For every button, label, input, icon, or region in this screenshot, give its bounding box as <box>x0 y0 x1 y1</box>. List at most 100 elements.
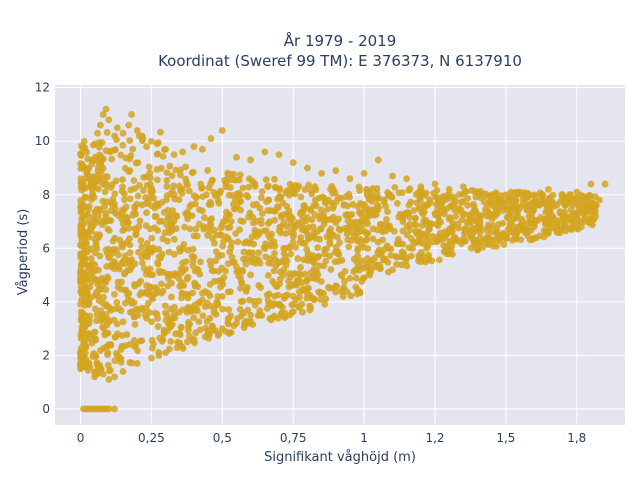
data-point <box>96 347 104 354</box>
data-point <box>161 302 169 310</box>
data-point <box>407 252 415 260</box>
data-point <box>303 290 311 298</box>
data-point <box>132 230 140 238</box>
data-point <box>288 308 296 316</box>
data-point <box>148 318 155 326</box>
data-point <box>171 195 179 203</box>
data-point <box>289 215 296 223</box>
data-point <box>461 229 468 237</box>
data-point <box>111 190 119 198</box>
data-point <box>265 290 273 298</box>
data-point <box>109 249 117 257</box>
data-point <box>144 299 152 307</box>
data-point <box>158 337 166 345</box>
data-point <box>181 223 188 231</box>
data-point <box>134 192 142 200</box>
data-point <box>556 209 564 217</box>
data-point <box>311 211 319 219</box>
data-point <box>212 248 220 256</box>
data-point <box>127 152 135 159</box>
data-point <box>169 207 177 214</box>
data-point <box>77 250 85 258</box>
data-point <box>399 227 407 235</box>
data-point <box>185 187 193 195</box>
data-point <box>205 201 213 208</box>
data-point <box>570 219 578 227</box>
data-point <box>125 168 133 175</box>
data-point <box>80 202 87 210</box>
data-point <box>464 195 472 202</box>
data-point <box>131 225 139 233</box>
data-point <box>455 204 462 212</box>
x-tick-label: 0,25 <box>138 431 165 445</box>
data-point <box>583 196 591 203</box>
data-point <box>85 319 93 327</box>
data-point <box>134 306 142 313</box>
data-point <box>133 360 141 367</box>
data-point <box>256 204 264 212</box>
data-point <box>179 148 187 156</box>
data-point <box>373 185 381 192</box>
data-point <box>151 284 159 291</box>
data-point <box>95 297 103 305</box>
data-point <box>401 209 409 217</box>
data-point <box>383 215 390 223</box>
data-point <box>142 193 149 201</box>
data-point <box>587 202 595 209</box>
data-point <box>124 267 132 274</box>
data-point <box>251 226 259 234</box>
data-point <box>140 173 148 181</box>
data-point <box>389 172 396 180</box>
data-point <box>317 278 325 285</box>
data-point <box>217 224 225 232</box>
data-point <box>151 213 159 220</box>
data-point <box>337 194 345 202</box>
data-point <box>349 228 356 236</box>
data-point <box>375 194 383 202</box>
data-point <box>166 162 174 170</box>
data-point <box>286 244 294 252</box>
data-point <box>191 267 199 275</box>
data-point <box>380 198 388 206</box>
data-point <box>355 183 363 191</box>
data-point <box>143 181 151 189</box>
data-point <box>217 231 225 239</box>
data-point <box>552 220 560 228</box>
data-point <box>222 217 229 225</box>
data-point <box>202 324 209 332</box>
data-point <box>111 333 119 341</box>
data-point <box>211 239 218 247</box>
data-point <box>271 175 278 183</box>
data-point <box>282 230 290 237</box>
data-point <box>96 121 104 129</box>
data-point <box>239 184 247 192</box>
data-point <box>78 318 86 325</box>
data-point <box>345 243 353 251</box>
data-point <box>295 303 302 311</box>
data-point <box>270 238 278 246</box>
data-point <box>125 121 133 129</box>
data-point <box>133 127 141 134</box>
data-point <box>108 263 115 271</box>
data-point <box>227 244 235 252</box>
data-point <box>596 196 603 204</box>
data-point <box>289 159 297 167</box>
data-point <box>257 216 265 224</box>
data-point <box>214 277 222 285</box>
data-point <box>264 272 272 279</box>
data-point <box>136 217 144 225</box>
data-point <box>415 252 423 260</box>
data-point <box>217 283 224 291</box>
data-point <box>285 277 292 285</box>
data-point <box>507 188 515 196</box>
data-point <box>483 201 491 209</box>
data-point <box>114 251 122 259</box>
data-point <box>82 239 90 247</box>
data-point <box>230 258 238 266</box>
data-point <box>105 376 113 383</box>
data-point <box>122 154 130 162</box>
data-point <box>133 200 141 208</box>
data-point <box>417 183 425 191</box>
data-point <box>113 299 121 306</box>
data-point <box>430 189 438 197</box>
